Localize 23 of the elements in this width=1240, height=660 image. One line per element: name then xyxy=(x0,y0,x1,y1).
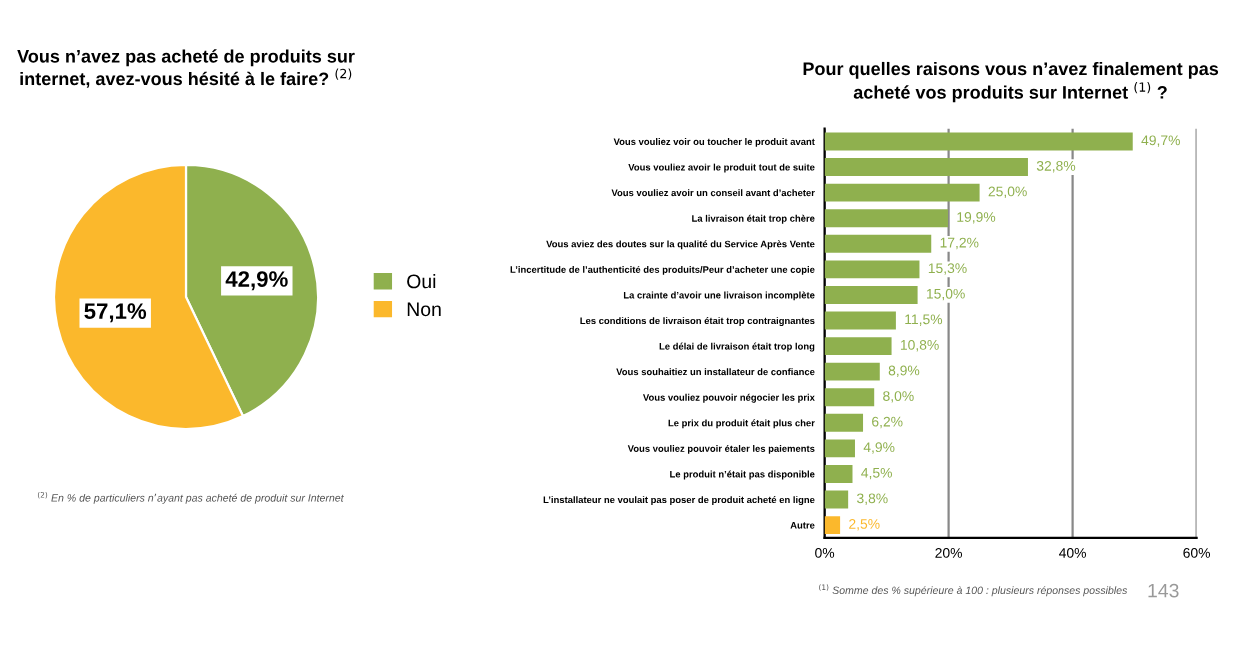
bar xyxy=(824,362,880,381)
bar xyxy=(824,260,920,279)
bar xyxy=(824,516,841,535)
legend-label: Oui xyxy=(407,274,436,289)
bar xyxy=(824,388,875,407)
data-label: 42,9% xyxy=(225,271,288,291)
data-label: 57,1% xyxy=(84,303,147,323)
bar xyxy=(824,183,980,202)
bar xyxy=(824,209,948,228)
bar xyxy=(824,234,932,253)
bar xyxy=(824,490,849,509)
chart-title: Vous n’avez pas acheté de produits sur internet, avez-vous hésité à le faire? $^{(2)}$ xyxy=(17,49,355,88)
chart-title: Pour quelles raisons vous n’avez finalement pas acheté vos produits sur Internet $^{(1)}$ ? xyxy=(803,61,1219,103)
legend-label: Non xyxy=(407,302,441,317)
bar xyxy=(824,439,855,458)
bar xyxy=(824,465,853,483)
bar xyxy=(824,311,896,330)
bar xyxy=(824,285,918,304)
text: 143 xyxy=(1148,583,1179,598)
bar xyxy=(824,158,1028,177)
bar xyxy=(824,132,1133,151)
bar xyxy=(824,337,892,356)
bar xyxy=(824,413,864,432)
